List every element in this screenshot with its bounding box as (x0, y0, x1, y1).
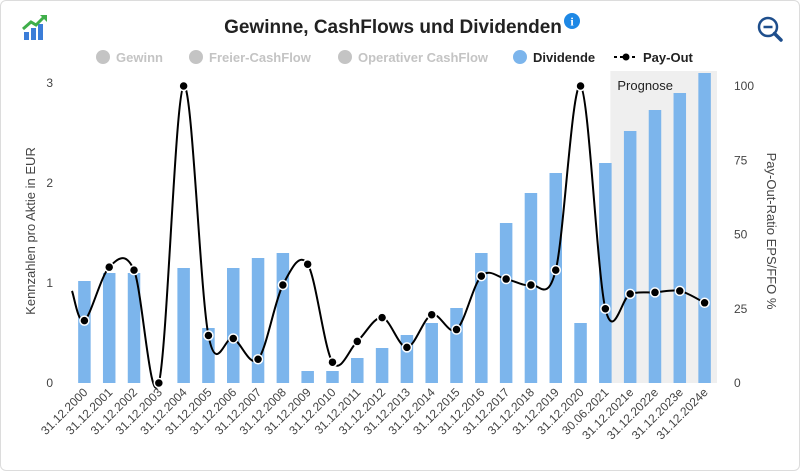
legend-label: Operativer CashFlow (358, 50, 489, 65)
bar-31.12.2000[interactable] (78, 281, 91, 383)
payout-point-31.12.2018[interactable] (525, 279, 537, 291)
payout-point-31.12.2000[interactable] (79, 315, 90, 326)
legend-marker (513, 50, 527, 64)
bar-31.12.2004[interactable] (177, 268, 190, 383)
payout-line-layer (71, 80, 710, 389)
bar-31.12.2020[interactable] (574, 323, 587, 383)
bar-31.12.2014[interactable] (425, 323, 438, 383)
legend-item-freier-cashflow[interactable]: Freier-CashFlow (189, 50, 312, 65)
right-tick-label: 75 (734, 153, 748, 167)
bar-31.12.2008[interactable] (276, 253, 290, 383)
legend-marker (96, 50, 110, 64)
bar-31.12.2001[interactable] (102, 273, 116, 383)
payout-point-31.12.2016[interactable] (476, 270, 487, 282)
bar-31.12.2010[interactable] (326, 371, 339, 383)
zoom-out-icon[interactable] (757, 16, 783, 42)
chart-legend: Gewinn Freier-CashFlow Operativer CashFlow… (96, 50, 694, 65)
bar-31.12.2019[interactable] (549, 173, 563, 383)
payout-point-31.12.2003[interactable] (153, 377, 165, 389)
growth-chart-logo-icon[interactable] (22, 14, 47, 40)
payout-point-31.12.2013[interactable] (401, 342, 413, 353)
bar-31.12.2021e[interactable] (623, 131, 637, 383)
payout-point-31.12.2002[interactable] (128, 264, 140, 276)
left-tick-label: 0 (46, 376, 53, 390)
bar-31.12.2005[interactable] (202, 328, 215, 383)
right-tick-label: 50 (734, 228, 748, 242)
payout-point-31.12.2004[interactable] (178, 80, 189, 92)
svg-text:i: i (570, 15, 574, 29)
bar-31.12.2022e[interactable] (648, 110, 662, 383)
payout-point-31.12.2024e[interactable] (699, 297, 710, 309)
left-tick-label: 3 (46, 76, 53, 90)
payout-point-31.12.2010[interactable] (327, 356, 338, 368)
payout-point-31.12.2011[interactable] (352, 336, 363, 347)
bar-30.06.2021[interactable] (599, 163, 612, 383)
right-tick-label: 25 (734, 302, 748, 316)
bar-31.12.2024e[interactable] (698, 73, 711, 383)
bar-31.12.2016[interactable] (475, 253, 488, 383)
bar-31.12.2011[interactable] (351, 358, 364, 383)
payout-point-31.12.2022e[interactable] (649, 287, 661, 298)
payout-point-31.12.2009[interactable] (302, 258, 313, 270)
legend-label: Dividende (533, 50, 595, 65)
left-tick-label: 1 (46, 276, 53, 290)
legend-item-pay-out[interactable]: Pay-Out (614, 50, 694, 65)
payout-line (71, 84, 706, 389)
legend-item-operativer-cashflow[interactable]: Operativer CashFlow (338, 50, 489, 65)
dividend-bars (78, 73, 711, 383)
bar-31.12.2002[interactable] (127, 273, 141, 383)
payout-point-31.12.2012[interactable] (376, 312, 388, 323)
payout-point-31.12.2001[interactable] (103, 261, 115, 273)
right-axis-label: Pay-Out-Ratio EPS/FFO % (764, 153, 779, 310)
bar-31.12.2017[interactable] (499, 223, 513, 383)
legend-point-marker (622, 53, 630, 61)
bar-31.12.2009[interactable] (301, 371, 314, 383)
payout-point-31.12.2019[interactable] (550, 264, 561, 276)
payout-point-31.12.2007[interactable] (252, 353, 264, 365)
payout-point-31.12.2015[interactable] (451, 324, 462, 335)
legend-marker (189, 50, 203, 64)
legend-marker (338, 50, 352, 64)
payout-point-30.06.2021[interactable] (600, 303, 611, 314)
right-tick-label: 0 (734, 376, 741, 390)
payout-point-31.12.2006[interactable] (228, 333, 239, 344)
payout-point-31.12.2023e[interactable] (674, 285, 686, 297)
left-axis-label: Kennzahlen pro Aktie in EUR (23, 147, 38, 315)
bar-31.12.2006[interactable] (227, 268, 240, 383)
left-tick-label: 2 (46, 176, 53, 190)
legend-item-dividende[interactable]: Dividende (513, 50, 595, 65)
legend-label: Pay-Out (643, 50, 694, 65)
payout-point-31.12.2021e[interactable] (624, 288, 636, 300)
payout-point-31.12.2014[interactable] (426, 309, 437, 320)
legend-item-gewinn[interactable]: Gewinn (96, 50, 163, 65)
chart-title: Gewinne, CashFlows und Dividenden (224, 17, 562, 38)
legend-label: Freier-CashFlow (209, 50, 312, 65)
payout-point-31.12.2008[interactable] (277, 279, 289, 291)
info-icon[interactable]: i (564, 13, 580, 29)
legend-label: Gewinn (116, 50, 163, 65)
bar-31.12.2012[interactable] (375, 348, 389, 383)
payout-point-31.12.2020[interactable] (575, 80, 586, 92)
payout-point-31.12.2017[interactable] (500, 273, 512, 285)
bar-31.12.2023e[interactable] (673, 93, 687, 383)
right-tick-label: 100 (734, 79, 754, 93)
forecast-label: Prognose (617, 78, 673, 93)
bar-31.12.2015[interactable] (450, 308, 463, 383)
payout-point-31.12.2005[interactable] (203, 330, 214, 341)
